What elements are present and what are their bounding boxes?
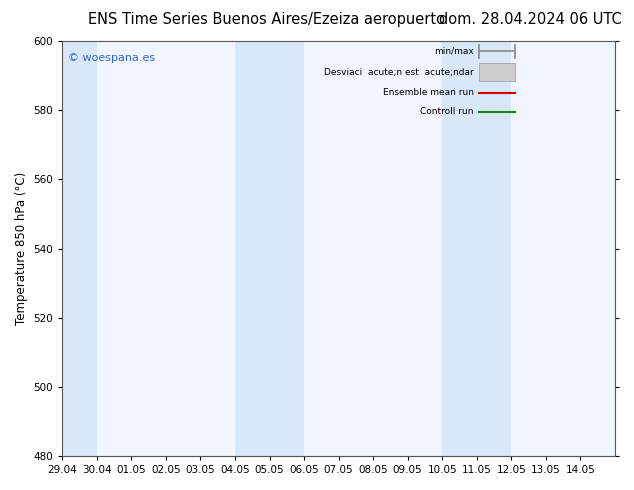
Text: min/max: min/max	[434, 47, 474, 56]
Bar	[62, 41, 97, 456]
Text: Controll run: Controll run	[420, 107, 474, 116]
Text: dom. 28.04.2024 06 UTC: dom. 28.04.2024 06 UTC	[439, 12, 621, 27]
Text: © woespana.es: © woespana.es	[68, 53, 155, 64]
Text: Ensemble mean run: Ensemble mean run	[383, 88, 474, 98]
Bar	[442, 41, 511, 456]
Y-axis label: Temperature 850 hPa (°C): Temperature 850 hPa (°C)	[15, 172, 28, 325]
Text: ENS Time Series Buenos Aires/Ezeiza aeropuerto: ENS Time Series Buenos Aires/Ezeiza aero…	[87, 12, 445, 27]
Bar	[479, 63, 515, 81]
Text: Desviaci  acute;n est  acute;ndar: Desviaci acute;n est acute;ndar	[324, 68, 474, 76]
Bar	[235, 41, 304, 456]
